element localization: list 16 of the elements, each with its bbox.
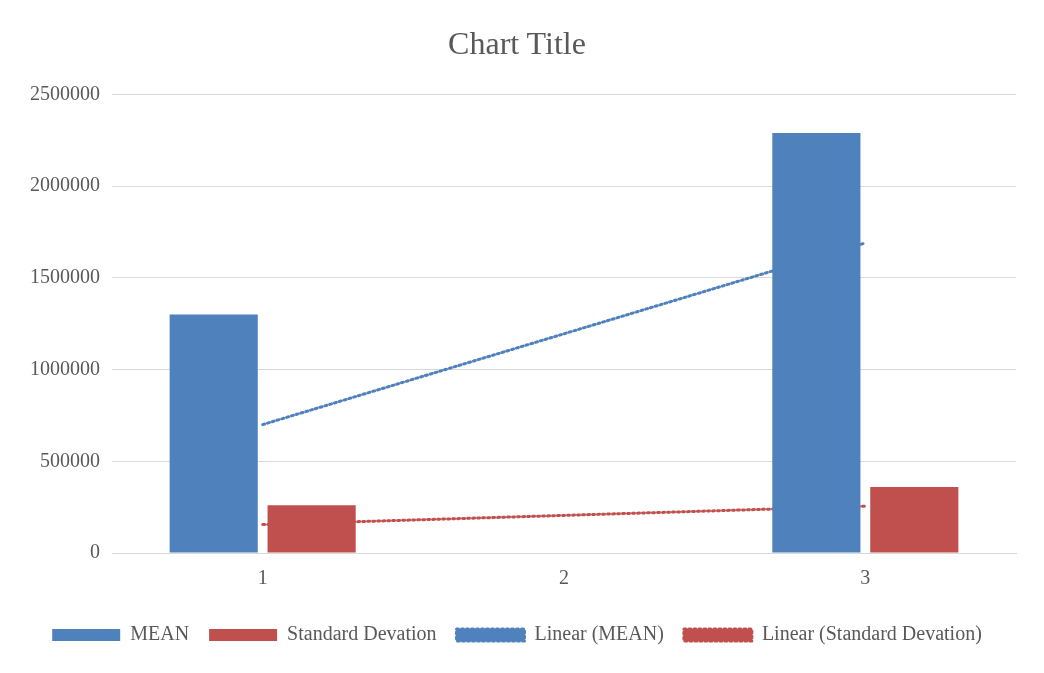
legend-label: Linear (MEAN) xyxy=(534,622,664,646)
y-tick-label: 1000000 xyxy=(30,356,100,379)
chart-title: Chart Title xyxy=(448,24,586,61)
bar xyxy=(870,486,959,553)
x-tick-label: 2 xyxy=(559,566,569,589)
y-tick-label: 2500000 xyxy=(30,81,100,104)
legend-label: Linear (Standard Devation) xyxy=(761,622,982,646)
x-tick-label: 3 xyxy=(860,566,871,589)
y-tick-label: 1500000 xyxy=(30,265,100,288)
bar xyxy=(169,314,258,553)
x-tick-label: 1 xyxy=(257,566,268,589)
legend-label: Standard Devation xyxy=(287,622,437,645)
y-tick-label: 0 xyxy=(90,540,100,563)
legend-label: MEAN xyxy=(130,622,190,645)
y-tick-label: 2000000 xyxy=(30,173,100,196)
y-tick-label: 500000 xyxy=(40,448,100,471)
